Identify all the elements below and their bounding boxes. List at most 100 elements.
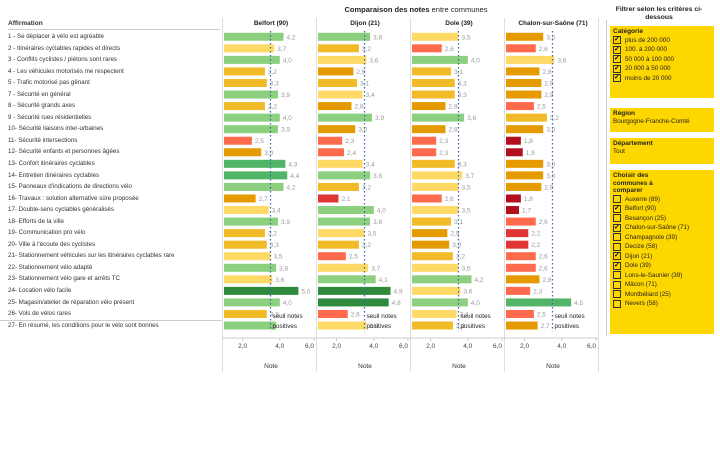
checkbox[interactable] (613, 45, 621, 54)
region-value[interactable]: Bourgogne-Franche-Comté (613, 117, 690, 125)
bar[interactable] (506, 182, 542, 191)
filter-checkbox-row[interactable]: Decize (58) (613, 242, 711, 252)
filter-checkbox-row[interactable]: Besançon (25) (613, 214, 711, 224)
bar[interactable] (318, 286, 391, 295)
bar[interactable] (318, 102, 352, 111)
bar[interactable] (506, 298, 572, 307)
bar[interactable] (318, 309, 348, 318)
filter-checkbox-row[interactable]: Champagnole (39) (613, 233, 711, 243)
bar[interactable] (224, 286, 299, 295)
checkbox[interactable] (613, 299, 621, 308)
bar[interactable] (318, 171, 371, 180)
bar[interactable] (412, 240, 450, 249)
bar[interactable] (506, 102, 534, 111)
bar[interactable] (224, 182, 284, 191)
filter-checkbox-row[interactable]: Lons-le-Saunier (39) (613, 271, 711, 281)
bar[interactable] (412, 148, 437, 157)
bar[interactable] (412, 252, 453, 261)
bar[interactable] (506, 159, 544, 168)
bar[interactable] (506, 321, 538, 330)
bar[interactable] (506, 148, 523, 157)
bar[interactable] (412, 275, 472, 284)
bar[interactable] (318, 125, 356, 134)
bar[interactable] (506, 171, 544, 180)
bar[interactable] (224, 90, 278, 99)
bar[interactable] (506, 252, 536, 261)
filter-checkbox-row[interactable]: Mâcon (71) (613, 280, 711, 290)
bar[interactable] (412, 263, 459, 272)
bar[interactable] (412, 55, 468, 64)
bar[interactable] (412, 194, 442, 203)
bar[interactable] (318, 159, 363, 168)
checkbox[interactable] (613, 54, 621, 64)
bar[interactable] (224, 263, 277, 272)
filter-checkbox-row[interactable]: Dole (39) (613, 261, 711, 271)
checkbox[interactable] (613, 261, 621, 270)
checkbox[interactable] (613, 271, 621, 280)
bar[interactable] (506, 194, 521, 203)
filter-checkbox-row[interactable]: 50 000 à 100 000 (613, 54, 711, 65)
bar[interactable] (506, 240, 529, 249)
checkbox[interactable] (613, 290, 621, 299)
bar[interactable] (412, 67, 452, 76)
bar[interactable] (224, 102, 265, 111)
checkbox[interactable] (613, 223, 621, 232)
bar[interactable] (224, 136, 252, 145)
bar[interactable] (412, 159, 455, 168)
bar[interactable] (318, 252, 346, 261)
checkbox[interactable] (613, 280, 621, 289)
bar[interactable] (318, 32, 371, 41)
bar[interactable] (412, 44, 442, 53)
bar[interactable] (506, 286, 531, 295)
bar[interactable] (506, 67, 540, 76)
bar[interactable] (506, 217, 536, 226)
bar[interactable] (506, 55, 555, 64)
bar[interactable] (412, 32, 459, 41)
filter-checkbox-row[interactable]: Auxerre (89) (613, 195, 711, 205)
bar[interactable] (318, 206, 374, 215)
filter-checkbox-row[interactable]: moins de 20 000 (613, 73, 711, 84)
bar[interactable] (318, 275, 376, 284)
bar[interactable] (224, 206, 269, 215)
bar[interactable] (224, 240, 267, 249)
bar[interactable] (412, 217, 452, 226)
bar[interactable] (412, 171, 463, 180)
bar[interactable] (224, 125, 278, 134)
checkbox[interactable] (613, 35, 621, 45)
checkbox[interactable] (613, 242, 621, 251)
bar[interactable] (506, 206, 520, 215)
bar[interactable] (318, 321, 367, 330)
bar[interactable] (224, 309, 267, 318)
bar[interactable] (412, 125, 446, 134)
bar[interactable] (412, 102, 446, 111)
bar[interactable] (224, 194, 256, 203)
bar[interactable] (224, 229, 265, 238)
bar[interactable] (412, 206, 459, 215)
bar[interactable] (318, 113, 372, 122)
bar[interactable] (412, 78, 455, 87)
bar[interactable] (412, 321, 453, 330)
checkbox[interactable] (613, 64, 621, 73)
filter-checkbox-row[interactable]: Belfort (90) (613, 204, 711, 214)
bar[interactable] (412, 182, 459, 191)
departement-value[interactable]: Tout (613, 147, 625, 155)
bar[interactable] (412, 229, 448, 238)
bar[interactable] (224, 252, 271, 261)
bar[interactable] (224, 32, 284, 41)
bar[interactable] (506, 125, 544, 134)
bar[interactable] (224, 159, 286, 168)
bar[interactable] (318, 298, 389, 307)
bar[interactable] (318, 67, 354, 76)
bar[interactable] (506, 113, 547, 122)
filter-checkbox-row[interactable]: Nevers (58) (613, 299, 711, 309)
departement-filter[interactable]: Département Tout (610, 138, 714, 164)
filter-checkbox-row[interactable]: 100. à 200 000 (613, 45, 711, 55)
checkbox[interactable] (613, 195, 621, 204)
bar[interactable] (318, 90, 363, 99)
bar[interactable] (506, 136, 521, 145)
bar[interactable] (318, 240, 359, 249)
bar[interactable] (506, 309, 534, 318)
bar[interactable] (412, 309, 457, 318)
filter-checkbox-row[interactable]: Dijon (21) (613, 251, 711, 262)
region-filter[interactable]: Région Bourgogne-Franche-Comté (610, 108, 714, 132)
